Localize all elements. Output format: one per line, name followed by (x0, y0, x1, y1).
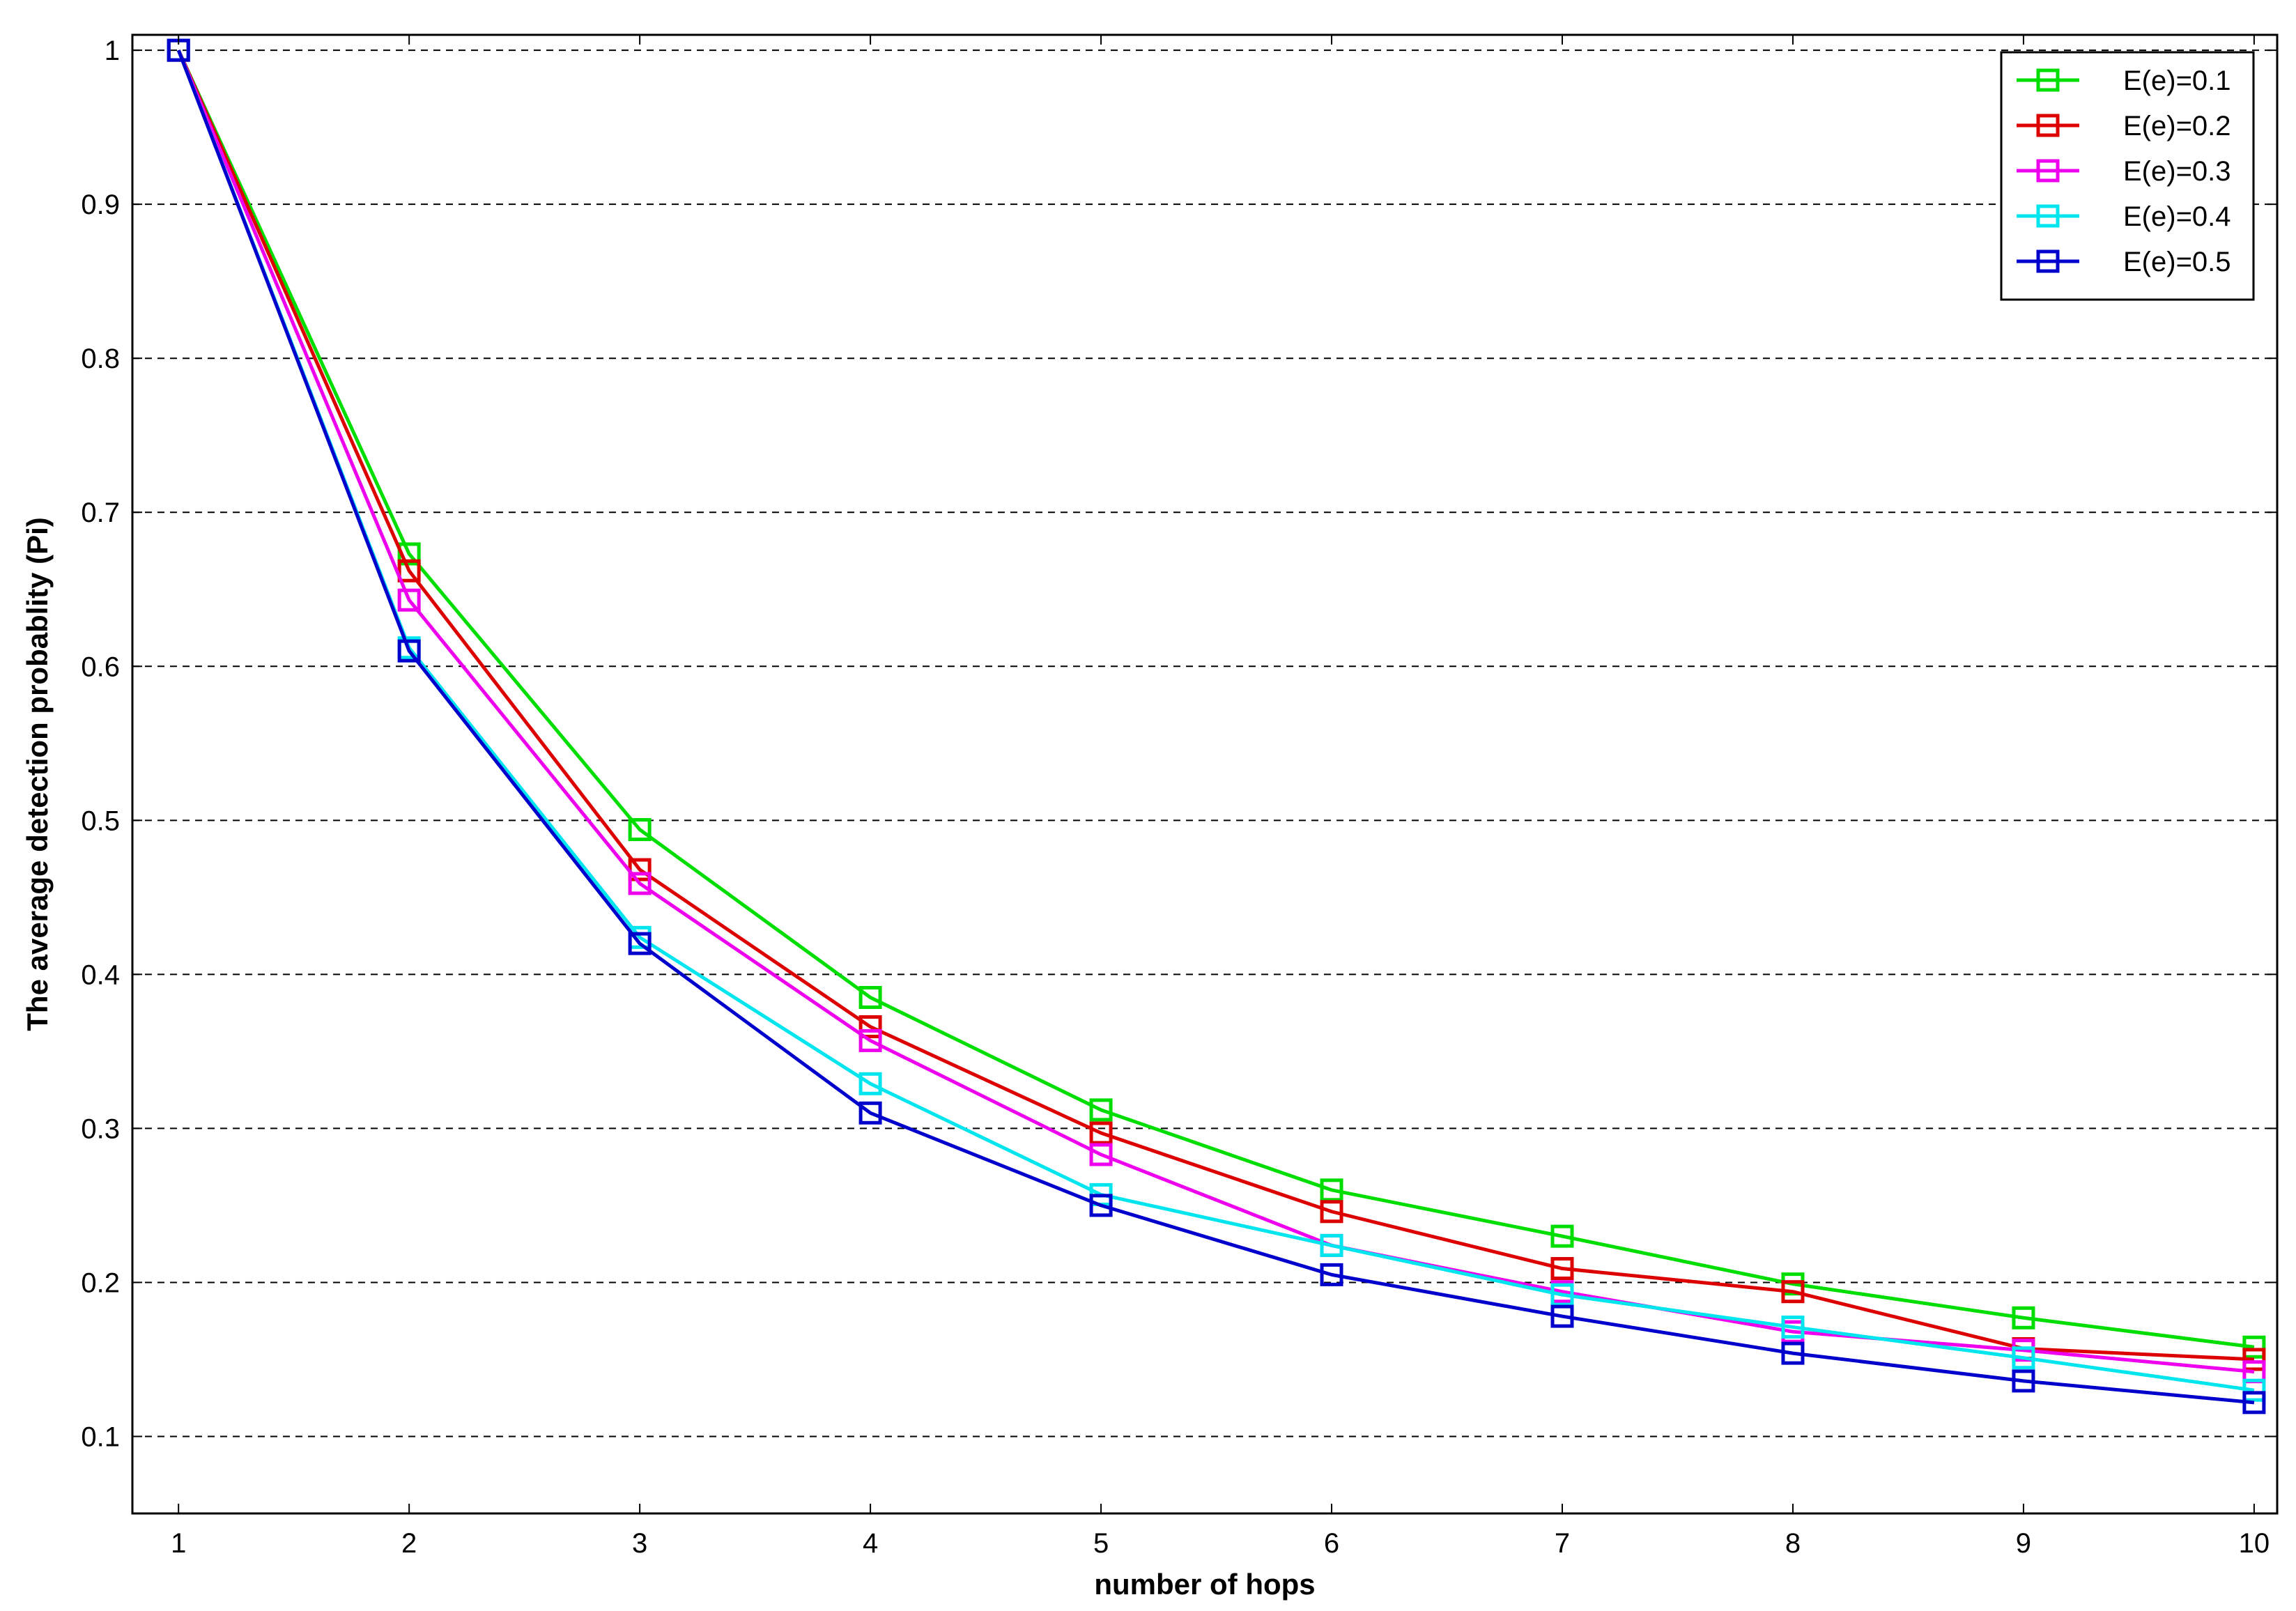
series-line (176, 49, 2255, 1405)
legend-item: E(e)=0.2 (2017, 111, 2231, 141)
data-point (1320, 1233, 1343, 1257)
data-point (1089, 1143, 1113, 1166)
x-tick-label: 2 (401, 1528, 417, 1559)
data-point (858, 1101, 882, 1125)
data-point (1550, 1304, 1574, 1328)
series-5 (167, 38, 2266, 1415)
data-point (628, 932, 652, 955)
data-point (858, 1072, 882, 1095)
legend-label: E(e)=0.2 (2123, 111, 2231, 141)
data-point (2242, 1348, 2266, 1371)
data-point (2242, 1335, 2266, 1359)
data-point (397, 639, 421, 663)
data-point (2242, 1391, 2266, 1415)
legend-marker (2036, 249, 2060, 273)
y-tick-label: 0.6 (81, 652, 120, 682)
data-point (2012, 1369, 2035, 1393)
data-point (1550, 1257, 1574, 1281)
data-point (1320, 1263, 1343, 1286)
legend-item: E(e)=0.4 (2017, 201, 2231, 232)
y-tick-label: 0.3 (81, 1113, 120, 1144)
legend-marker (2036, 68, 2060, 92)
y-tick-label: 0.8 (81, 344, 120, 374)
y-tick-label: 0.4 (81, 959, 120, 990)
data-point (2012, 1306, 2035, 1329)
series-line (176, 49, 2255, 1392)
data-point (628, 872, 652, 895)
x-tick-label: 6 (1324, 1528, 1339, 1559)
data-point (858, 1028, 882, 1052)
x-tick-label: 8 (1785, 1528, 1801, 1559)
data-point (858, 1015, 882, 1039)
x-axis-label: number of hops (1094, 1568, 1315, 1601)
data-point (397, 588, 421, 612)
legend-box (2000, 51, 2255, 301)
data-point (1781, 1341, 1805, 1365)
data-point (1089, 1121, 1113, 1145)
grid-lines (132, 49, 2277, 1437)
y-tick-label: 0.1 (81, 1421, 120, 1452)
series-lines (167, 38, 2266, 1415)
y-tick-label: 1 (105, 36, 120, 66)
axis-ticks: 0.1 0.2 0.3 0.4 0.5 0.6 0.7 0.8 0.9 1 1 2 3 4 5 6 7 8 9 10 (81, 35, 2277, 1559)
data-point (858, 986, 882, 1010)
y-tick-label: 0.2 (81, 1267, 120, 1298)
legend-item: E(e)=0.5 (2017, 247, 2231, 277)
legend-item: E(e)=0.1 (2017, 65, 2231, 96)
legend-marker (2036, 159, 2060, 183)
y-tick-label: 0.7 (81, 498, 120, 528)
x-tick-label: 4 (863, 1528, 878, 1559)
data-point (1320, 1178, 1343, 1202)
legend-marker (2036, 114, 2060, 137)
x-tick-label: 7 (1555, 1528, 1570, 1559)
data-point (1089, 1098, 1113, 1122)
plot-frame (131, 33, 2279, 1515)
data-point (1781, 1280, 1805, 1304)
legend-label: E(e)=0.5 (2123, 247, 2231, 277)
data-point (2012, 1346, 2035, 1370)
data-point (2242, 1378, 2266, 1402)
series-line (176, 49, 2255, 1362)
data-point (397, 542, 421, 566)
x-tick-label: 10 (2239, 1528, 2270, 1559)
data-point (397, 559, 421, 583)
legend-label: E(e)=0.3 (2123, 156, 2231, 187)
x-tick-label: 5 (1093, 1528, 1109, 1559)
data-point (1550, 1224, 1574, 1248)
y-tick-label: 0.9 (81, 190, 120, 220)
data-point (628, 818, 652, 842)
x-tick-label: 1 (171, 1528, 186, 1559)
legend-marker (2036, 204, 2060, 228)
data-point (1550, 1283, 1574, 1306)
y-axis-label: The average detection probablity (Pi) (21, 517, 54, 1031)
legend-label: E(e)=0.4 (2123, 201, 2231, 232)
legend-label: E(e)=0.1 (2123, 65, 2231, 96)
legend: E(e)=0.1 E(e)=0.2 E(e)=0.3 E(e)=0.4 E(e)=0.5 (2000, 51, 2255, 301)
data-point (1089, 1194, 1113, 1217)
x-tick-label: 9 (2016, 1528, 2031, 1559)
data-point (1320, 1200, 1343, 1224)
x-tick-label: 3 (632, 1528, 647, 1559)
legend-item: E(e)=0.3 (2017, 156, 2231, 187)
series-line (176, 49, 2255, 1349)
data-point (1781, 1316, 1805, 1339)
y-tick-label: 0.5 (81, 806, 120, 836)
